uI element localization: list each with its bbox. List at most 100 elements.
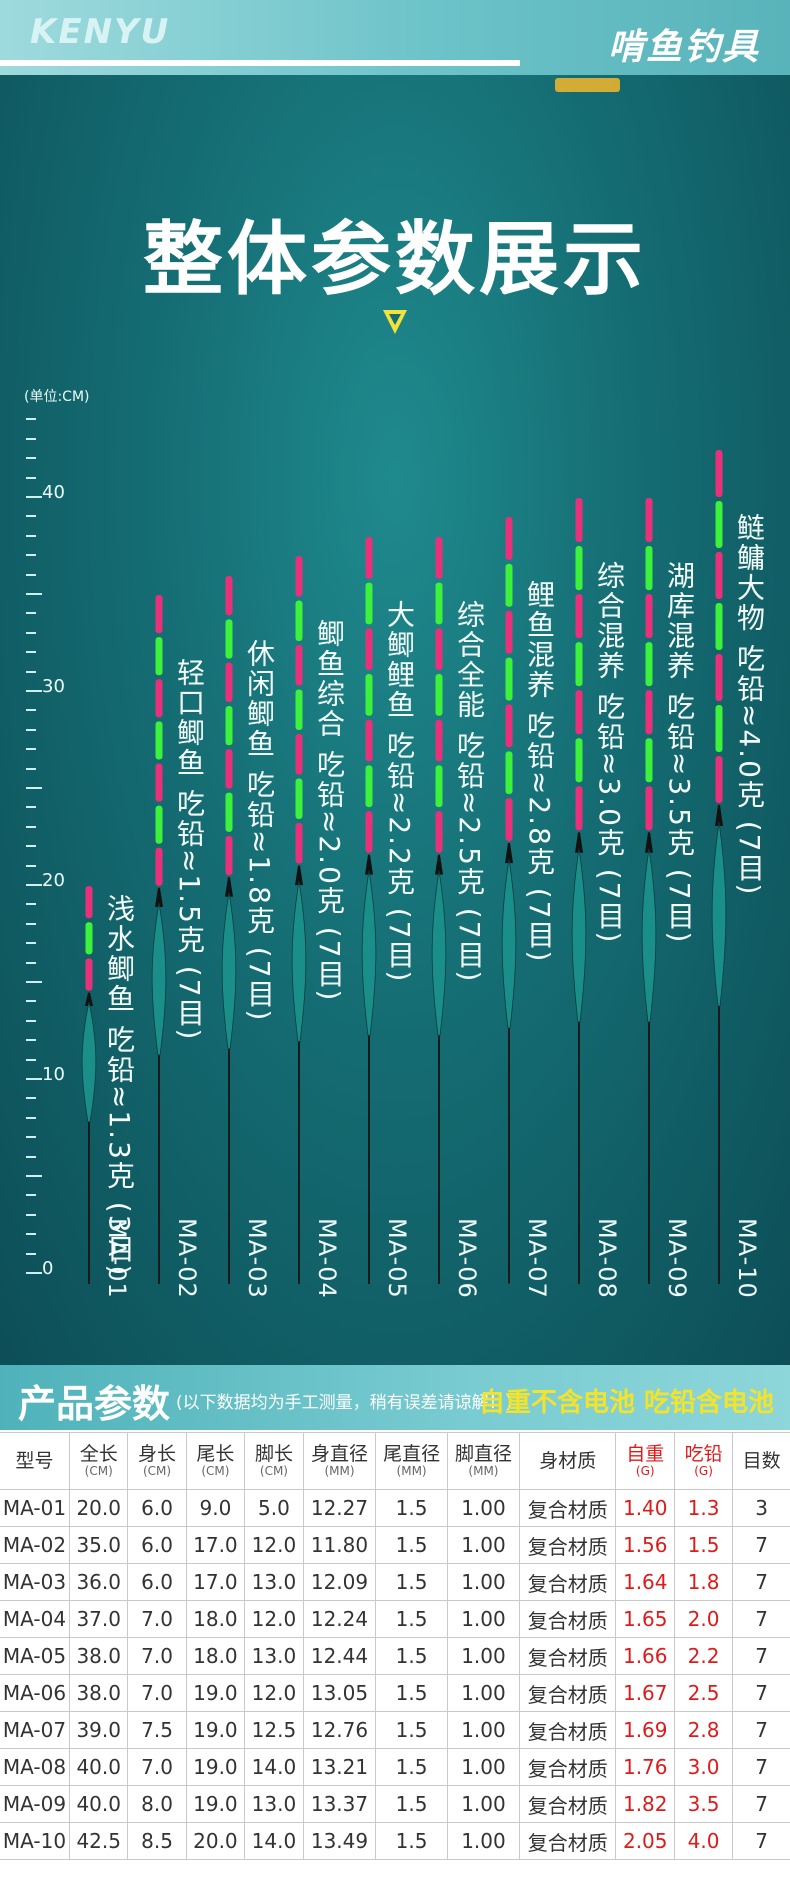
ruler-tick <box>26 709 36 712</box>
tail-segment <box>645 594 653 639</box>
float-body <box>291 881 307 1043</box>
tail-segment <box>225 748 233 789</box>
unit-label: (单位:CM) <box>24 389 90 405</box>
table-header-row: 型号 全长 (CM) 身长 (CM) 尾长 (CM) 脚长 (CM) 身直径 (MM) 尾直径 (MM)… <box>0 1432 790 1490</box>
table-cell: 1.69 <box>615 1711 676 1749</box>
tail-segment <box>505 517 513 561</box>
float-stem <box>225 876 233 897</box>
float-stem <box>645 832 653 853</box>
table-cell: 42.5 <box>68 1822 129 1860</box>
tail-segment <box>85 886 93 919</box>
tail-segment <box>365 582 373 625</box>
ruler-tick <box>26 845 36 848</box>
tail-segment <box>575 546 583 591</box>
table-cell: 1.82 <box>615 1785 676 1823</box>
column-header: 脚直径 (MM) <box>446 1432 521 1490</box>
table-cell: 12.0 <box>244 1526 304 1564</box>
table-cell: 1.5 <box>375 1526 448 1564</box>
table-cell: 复合材质 <box>519 1711 617 1749</box>
table-cell: 7 <box>732 1822 790 1860</box>
float-graphic <box>81 886 97 1284</box>
float-body <box>431 870 447 1036</box>
ruler-tick <box>26 670 36 673</box>
column-header: 身直径 (MM) <box>302 1432 377 1490</box>
table-cell: 4.0 <box>674 1822 734 1860</box>
table-row: MA-07 39.0 7.5 19.0 12.5 12.76 1.5 1.00 复合材质 1.69… <box>0 1711 790 1749</box>
float-foot <box>228 1048 230 1284</box>
tail-segment <box>225 705 233 745</box>
ruler-tick <box>26 476 36 479</box>
table-cell: 6.0 <box>127 1526 187 1564</box>
table-cell: 1.5 <box>375 1637 448 1675</box>
tail-segment <box>155 679 163 718</box>
column-header: 自重 (G) <box>615 1432 676 1490</box>
tail-segment <box>295 689 303 731</box>
float-model-label: MA-05 <box>383 1218 411 1299</box>
table-cell: MA-04 <box>0 1600 70 1638</box>
table-row: MA-08 40.0 7.0 19.0 14.0 13.21 1.5 1.00 复合材质 1.76… <box>0 1748 790 1786</box>
params-right-note: 自重不含电池 吃铅含电池 <box>478 1388 774 1418</box>
ruler-tick <box>26 1252 36 1255</box>
ruler-tick <box>26 961 36 964</box>
float-graphic <box>641 498 657 1284</box>
table-cell: 1.5 <box>375 1711 448 1749</box>
tail-segment <box>155 805 163 844</box>
table-cell: 复合材质 <box>519 1748 617 1786</box>
table-cell: 复合材质 <box>519 1785 617 1823</box>
table-cell: 35.0 <box>68 1526 129 1564</box>
table-cell: MA-01 <box>0 1489 70 1527</box>
ruler-tick <box>26 1039 36 1042</box>
tail-segment <box>85 958 93 991</box>
table-cell: 7.0 <box>127 1674 187 1712</box>
float-description: 休闲鲫鱼 吃铅≈1.8克 (7目) <box>243 638 276 1023</box>
table-body: MA-01 20.0 6.0 9.0 5.0 12.27 1.5 1.00 复合材质 1.40 1.… <box>0 1489 790 1860</box>
brand-logo: KENYU <box>30 12 171 52</box>
table-cell: 2.05 <box>615 1822 676 1860</box>
float-stem <box>155 887 163 908</box>
length-ruler: 40 30 20 10 0 <box>26 410 66 1280</box>
yellow-tab <box>555 78 620 92</box>
float-graphic <box>711 449 727 1284</box>
tail-segment <box>155 763 163 802</box>
float-stem <box>365 854 373 875</box>
ruler-label: 10 <box>42 1064 65 1085</box>
table-cell: 14.0 <box>244 1822 304 1860</box>
tail-segment <box>575 690 583 735</box>
tail-segment <box>225 792 233 832</box>
tail-segment <box>435 582 443 625</box>
tail-segment <box>505 751 513 795</box>
table-cell: 8.0 <box>127 1785 187 1823</box>
table-cell: 13.0 <box>244 1785 304 1823</box>
ruler-tick <box>26 981 42 983</box>
table-cell: 1.00 <box>446 1674 521 1712</box>
table-cell: 19.0 <box>185 1748 246 1786</box>
float-graphic <box>221 575 237 1284</box>
table-cell: 11.80 <box>302 1526 377 1564</box>
table-cell: 5.0 <box>244 1489 304 1527</box>
table-cell: 1.5 <box>375 1822 448 1860</box>
table-cell: 1.5 <box>375 1563 448 1601</box>
float-graphic <box>501 517 517 1284</box>
tail-segment <box>715 755 723 803</box>
tail-segment <box>505 564 513 608</box>
table-cell: 7 <box>732 1785 790 1823</box>
float-graphic <box>151 595 167 1284</box>
ruler-tick <box>26 884 42 886</box>
table-cell: MA-03 <box>0 1563 70 1601</box>
table-cell: 2.5 <box>674 1674 734 1712</box>
ruler-tick <box>26 1058 36 1061</box>
table-cell: 复合材质 <box>519 1600 617 1638</box>
ruler-tick <box>26 806 36 809</box>
float-model-label: MA-09 <box>663 1218 691 1299</box>
table-cell: 12.76 <box>302 1711 377 1749</box>
tail-segment <box>435 719 443 762</box>
table-cell: 1.00 <box>446 1489 521 1527</box>
float-foot <box>508 1028 510 1284</box>
float-graphic <box>431 536 447 1284</box>
tail-segment <box>295 778 303 820</box>
table-cell: 1.56 <box>615 1526 676 1564</box>
tail-segment <box>715 602 723 650</box>
table-cell: 40.0 <box>68 1748 129 1786</box>
column-header: 目数 <box>732 1432 790 1490</box>
table-cell: 13.0 <box>244 1563 304 1601</box>
